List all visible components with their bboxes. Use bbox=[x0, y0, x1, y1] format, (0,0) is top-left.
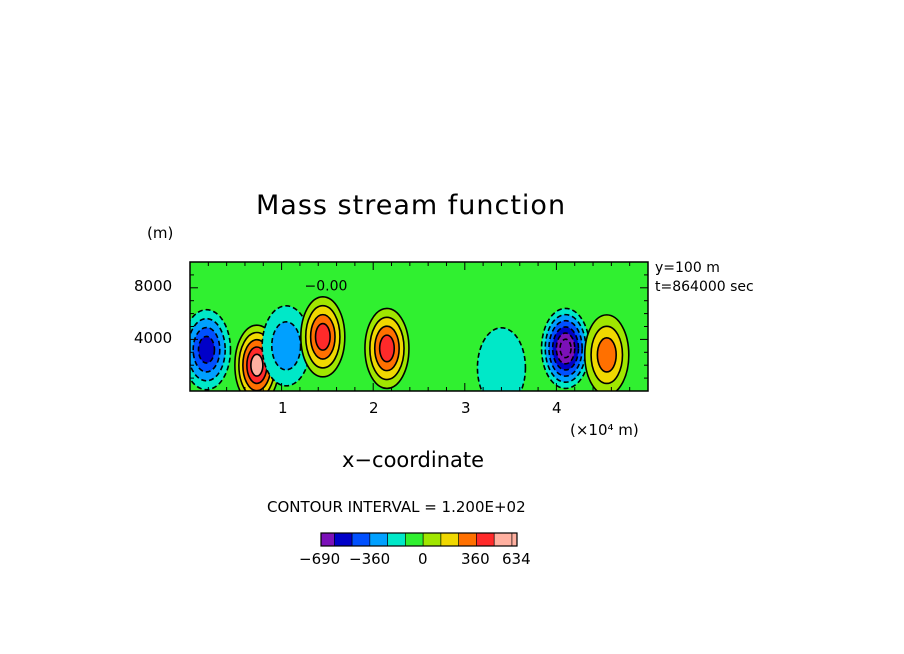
x-axis-unit-label: (×10⁴ m) bbox=[570, 421, 639, 439]
contour-min-5-level-1 bbox=[476, 326, 527, 391]
contour-max-1-level-5 bbox=[250, 353, 264, 377]
colorbar-swatch-6 bbox=[422, 532, 442, 547]
x-tick-label-3: 3 bbox=[461, 399, 471, 417]
colorbar-label-neg360: −360 bbox=[349, 550, 391, 568]
y-axis-unit-label: (m) bbox=[147, 224, 174, 242]
contour-max-3-level-4 bbox=[314, 322, 331, 351]
colorbar-swatch-10 bbox=[493, 532, 513, 547]
contour-interval-text: CONTOUR INTERVAL = 1.200E+02 bbox=[267, 498, 526, 516]
colorbar-label-min: −690 bbox=[299, 550, 341, 568]
colorbar bbox=[320, 532, 518, 547]
chart-title: Mass stream function bbox=[256, 190, 567, 221]
contour-min-6-level-6 bbox=[559, 338, 572, 359]
contour-min-2-level-2 bbox=[270, 321, 302, 371]
colorbar-swatch-8 bbox=[458, 532, 477, 547]
x-tick-label-4: 4 bbox=[552, 399, 562, 417]
colorbar-label-max: 634 bbox=[502, 550, 531, 568]
contour-fill: −0.00 bbox=[190, 262, 648, 391]
colorbar-label-360: 360 bbox=[461, 550, 490, 568]
contour-max-7-level-3 bbox=[596, 336, 617, 373]
x-tick-label-1: 1 bbox=[278, 399, 288, 417]
plot-frame bbox=[189, 261, 649, 392]
colorbar-swatch-9 bbox=[476, 532, 495, 547]
colorbar-swatch-1 bbox=[334, 532, 353, 547]
colorbar-swatch-3 bbox=[369, 532, 388, 547]
colorbar-swatch-4 bbox=[387, 532, 406, 547]
annotation-time: t=864000 sec bbox=[655, 279, 754, 295]
annotation-y-position: y=100 m bbox=[655, 260, 720, 276]
colorbar-swatch-11 bbox=[511, 532, 518, 547]
colorbar-swatch-2 bbox=[351, 532, 371, 547]
y-tick-label-8000: 8000 bbox=[134, 277, 173, 295]
contour-label: −0.00 bbox=[305, 278, 348, 294]
colorbar-swatch-7 bbox=[440, 532, 459, 547]
contour-min-0-level-4 bbox=[197, 335, 216, 364]
colorbar-swatch-5 bbox=[405, 532, 424, 547]
y-tick-label-4000: 4000 bbox=[134, 329, 173, 347]
x-axis-label: x−coordinate bbox=[342, 448, 485, 472]
contour-max-4-level-4 bbox=[378, 334, 396, 363]
colorbar-border bbox=[320, 532, 518, 547]
colorbar-swatch-0 bbox=[320, 532, 335, 547]
x-tick-label-2: 2 bbox=[369, 399, 379, 417]
colorbar-label-zero: 0 bbox=[418, 550, 428, 568]
